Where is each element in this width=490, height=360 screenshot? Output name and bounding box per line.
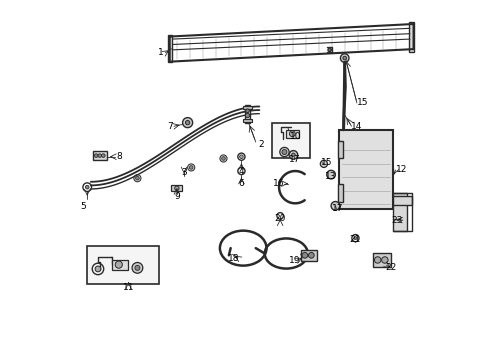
Text: 15: 15 [321,158,333,167]
Text: 17: 17 [289,155,300,164]
Bar [172,185,182,192]
Text: 13: 13 [325,172,337,181]
Text: 16: 16 [273,179,285,188]
Circle shape [329,49,331,51]
Text: 22: 22 [386,264,397,273]
Text: 23: 23 [392,216,403,225]
Circle shape [327,170,335,179]
Bar [338,184,343,202]
Bar [93,151,107,160]
Circle shape [190,166,193,169]
Text: 10: 10 [290,132,301,141]
Circle shape [309,252,314,258]
Bar [245,105,250,123]
Circle shape [98,154,101,157]
Bar [243,106,252,109]
Text: 21: 21 [350,235,361,244]
Bar [272,123,310,158]
Bar [286,130,299,138]
Circle shape [302,252,308,258]
Circle shape [343,56,346,60]
Circle shape [95,154,98,157]
Circle shape [328,48,331,51]
Bar [168,35,172,62]
Text: 11: 11 [122,283,134,292]
Bar [339,130,393,209]
Circle shape [245,109,249,113]
Text: 6: 6 [239,179,245,188]
Circle shape [289,150,298,159]
Bar [300,250,317,261]
Bar [409,22,414,51]
Circle shape [221,157,225,160]
Text: 5: 5 [80,202,86,211]
Text: 9: 9 [174,192,180,201]
Text: 15: 15 [357,98,368,107]
Circle shape [85,185,89,189]
Circle shape [341,54,349,62]
Circle shape [290,131,295,136]
Circle shape [280,147,289,157]
Circle shape [331,202,340,210]
Circle shape [175,186,179,190]
Circle shape [240,155,243,158]
Circle shape [186,121,190,125]
Text: 20: 20 [274,214,286,223]
Circle shape [136,176,139,180]
Text: 12: 12 [396,165,408,174]
Circle shape [374,257,381,263]
Circle shape [183,118,193,128]
Bar [87,246,159,284]
Text: 17: 17 [332,204,343,213]
Circle shape [135,265,140,270]
Text: 4: 4 [239,167,244,176]
Bar [338,140,343,158]
Circle shape [101,154,105,157]
Circle shape [95,266,101,272]
Circle shape [188,164,195,171]
Text: 1: 1 [158,48,164,57]
Text: 2: 2 [258,140,264,149]
Circle shape [320,160,327,167]
Circle shape [132,262,143,273]
Text: 7: 7 [167,122,172,131]
Circle shape [382,257,388,263]
Text: 14: 14 [350,122,362,131]
Text: 3: 3 [181,168,187,177]
Circle shape [245,113,250,118]
Bar [112,260,128,270]
Text: 19: 19 [289,256,300,265]
Circle shape [354,237,357,239]
Circle shape [292,153,295,157]
Text: 8: 8 [116,152,122,161]
Bar [393,196,413,205]
Text: 18: 18 [228,255,239,264]
Bar [243,119,252,122]
Bar [393,193,407,231]
Circle shape [282,149,287,154]
Circle shape [220,155,227,162]
Circle shape [134,175,141,182]
Circle shape [115,261,122,268]
Bar [373,253,391,267]
